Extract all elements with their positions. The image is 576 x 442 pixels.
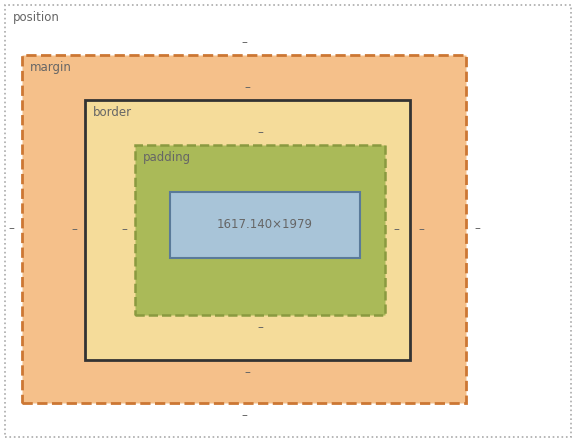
- Text: –: –: [241, 36, 247, 49]
- Bar: [85, 100, 410, 360]
- Bar: [170, 192, 360, 258]
- Text: padding: padding: [143, 151, 191, 164]
- Text: –: –: [418, 224, 424, 236]
- Text: –: –: [241, 409, 247, 422]
- Text: –: –: [257, 321, 263, 334]
- Text: –: –: [121, 224, 127, 236]
- Bar: [135, 145, 385, 315]
- Text: margin: margin: [30, 61, 72, 74]
- Text: –: –: [71, 224, 77, 236]
- Text: –: –: [245, 81, 251, 94]
- Text: border: border: [93, 106, 132, 119]
- Text: –: –: [257, 126, 263, 139]
- Text: –: –: [8, 222, 14, 236]
- Text: position: position: [13, 11, 60, 24]
- Text: –: –: [393, 224, 399, 236]
- Text: –: –: [474, 222, 480, 236]
- Text: –: –: [245, 366, 251, 379]
- Text: 1617.140×1979: 1617.140×1979: [217, 218, 313, 232]
- Bar: [22, 55, 466, 403]
